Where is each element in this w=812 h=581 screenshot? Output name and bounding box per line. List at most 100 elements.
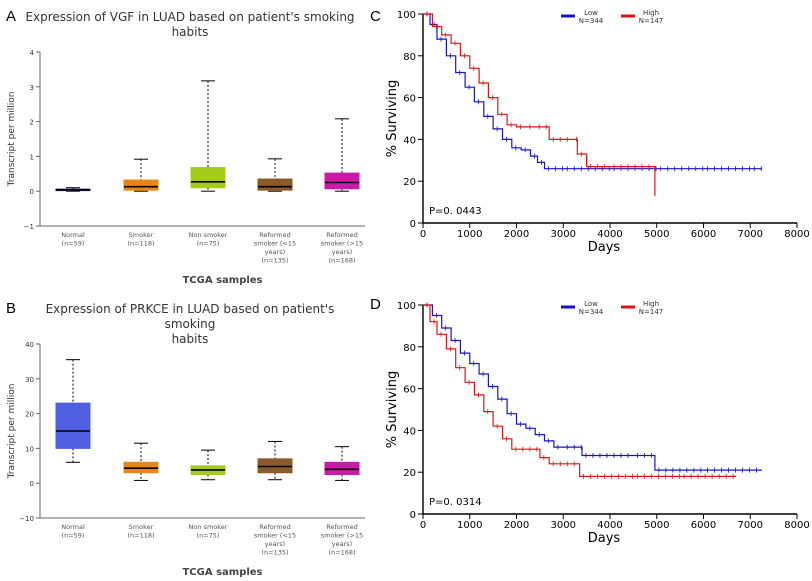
panel-label-d: D	[370, 296, 381, 313]
x-category-label: Reformed	[326, 523, 358, 531]
y-tick-label: 0	[410, 510, 416, 521]
x-tick-label: 7000	[738, 520, 763, 531]
box-iqr	[324, 461, 360, 476]
x-axis-label: Days	[588, 531, 621, 546]
x-tick-label: 8000	[784, 520, 809, 531]
chart-title-vgf-line2: habits	[171, 25, 209, 39]
x-axis-label: Days	[588, 240, 621, 255]
y-tick-label: 4	[30, 49, 35, 57]
x-tick-label: 4000	[597, 520, 622, 531]
legend-label-low: Low	[584, 300, 598, 308]
x-tick-label: 2000	[504, 520, 529, 531]
panel-label-b: B	[6, 300, 17, 317]
y-tick-label: 1	[30, 153, 34, 161]
x-category-label: years)	[265, 540, 285, 548]
x-category-label: Non smoker	[189, 231, 228, 239]
x-category-label: (n=168)	[328, 257, 355, 265]
box-iqr	[123, 179, 159, 191]
y-tick-label: 60	[403, 94, 416, 105]
x-category-label: years)	[332, 248, 352, 256]
chart-title-vgf-line1: Expression of VGF in LUAD based on patie…	[25, 10, 355, 24]
box-iqr	[324, 172, 360, 190]
x-category-label: smoker (<15	[254, 532, 296, 540]
legend-label-high: High	[643, 9, 659, 17]
p-value: P=0. 0443	[429, 206, 482, 217]
y-tick-label: 40	[25, 341, 34, 349]
y-axis-label: % Surviving	[385, 80, 400, 157]
x-tick-label: 1000	[457, 229, 482, 240]
x-category-label: (n=118)	[127, 240, 154, 248]
box-2: Non smoker(n=75)	[189, 449, 228, 540]
survival-curve-high	[423, 304, 737, 477]
y-tick-label: 20	[403, 177, 416, 188]
chart-title-prkce: Expression of PRKCE in LUAD based on pat…	[20, 302, 360, 347]
x-tick-label: 2000	[504, 229, 529, 240]
x-tick-label: 3000	[551, 520, 576, 531]
x-category-label: Normal	[61, 231, 85, 239]
x-category-label: Reformed	[259, 523, 291, 531]
x-tick-label: 5000	[644, 229, 669, 240]
x-tick-label: 6000	[691, 229, 716, 240]
y-tick-label: 40	[403, 426, 416, 437]
x-tick-label: 8000	[784, 229, 809, 240]
survival-curve-low	[423, 13, 762, 170]
box-iqr	[257, 178, 293, 191]
y-tick-label: −10	[19, 515, 34, 523]
y-axis-label: Transcript per million	[7, 92, 17, 188]
box-iqr	[55, 402, 91, 449]
x-category-label: Reformed	[259, 231, 291, 239]
legend-count-low: N=344	[579, 308, 604, 316]
legend-count-high: N=147	[639, 308, 663, 316]
legend-count-low: N=344	[579, 17, 604, 25]
x-tick-label: 0	[420, 229, 426, 240]
x-category-label: (n=168)	[328, 549, 355, 557]
panel-label-a: A	[6, 8, 17, 25]
panel-label-c: C	[370, 8, 381, 25]
chart-title-prkce-line2: habits	[171, 332, 209, 346]
survival-curve-high	[423, 13, 656, 196]
x-category-label: Reformed	[326, 231, 358, 239]
x-tick-label: 1000	[457, 520, 482, 531]
y-tick-label: 20	[403, 468, 416, 479]
p-value: P=0. 0314	[429, 497, 482, 508]
chart-title-vgf: Expression of VGF in LUAD based on patie…	[20, 10, 360, 40]
box-2: Non smoker(n=75)	[189, 80, 228, 248]
x-category-label: years)	[332, 540, 352, 548]
box-1: Smoker(n=118)	[123, 442, 159, 540]
x-tick-label: 5000	[644, 520, 669, 531]
y-tick-label: 80	[403, 52, 416, 63]
box-1: Smoker(n=118)	[123, 158, 159, 248]
legend-label-low: Low	[584, 9, 598, 17]
y-axis-label: % Surviving	[385, 371, 400, 448]
y-tick-label: 0	[410, 219, 416, 230]
x-category-label: Normal	[61, 523, 85, 531]
box-0: Normal(n=59)	[55, 359, 91, 540]
x-category-label: years)	[265, 248, 285, 256]
x-category-label: smoker (>15	[321, 240, 363, 248]
legend-count-high: N=147	[639, 17, 663, 25]
y-tick-label: 100	[397, 301, 416, 312]
x-category-label: Smoker	[129, 231, 154, 239]
legend-label-high: High	[643, 300, 659, 308]
y-tick-label: −1	[24, 223, 34, 231]
y-tick-label: 80	[403, 343, 416, 354]
x-tick-label: 6000	[691, 520, 716, 531]
y-tick-label: 10	[25, 445, 34, 453]
boxplot-prkce: −10 0 10 20 30 40 Transcript per million TCGA s…	[7, 341, 365, 578]
x-category-label: smoker (>15	[321, 532, 363, 540]
x-category-label: (n=135)	[261, 549, 288, 557]
x-tick-label: 3000	[551, 229, 576, 240]
x-axis-label: TCGA samples	[182, 275, 262, 286]
y-tick-label: 3	[30, 84, 34, 92]
y-tick-label: 30	[25, 376, 34, 384]
chart-title-prkce-line1: Expression of PRKCE in LUAD based on pat…	[45, 302, 335, 331]
box-iqr	[190, 167, 226, 189]
x-tick-label: 0	[420, 520, 426, 531]
